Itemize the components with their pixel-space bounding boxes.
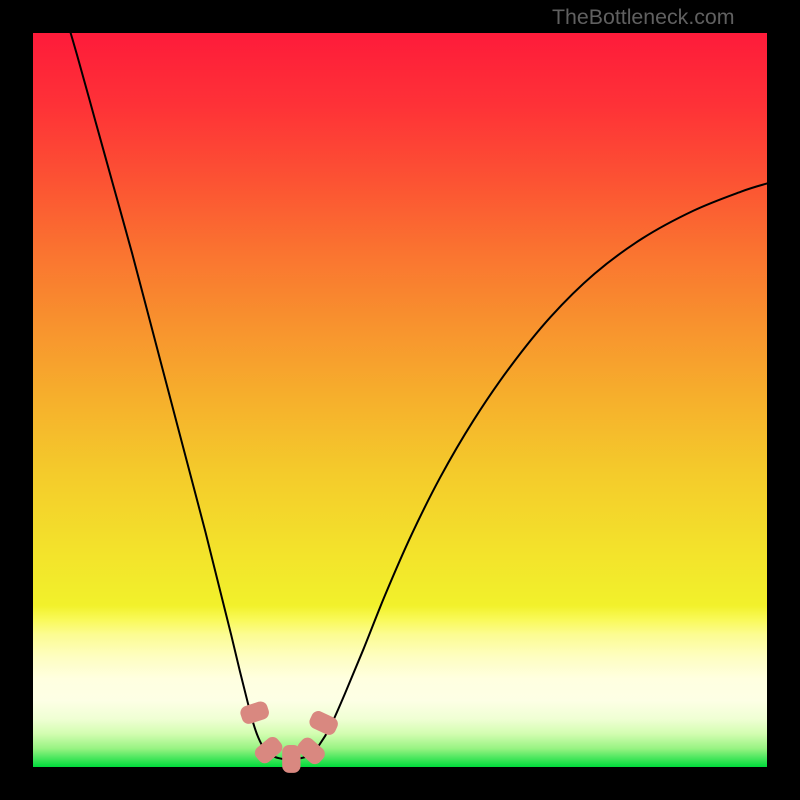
- chart-svg: [33, 33, 767, 767]
- chart-frame: TheBottleneck.com: [0, 0, 800, 800]
- plot-area: [33, 33, 767, 767]
- bottleneck-curve: [61, 0, 767, 760]
- curve-marker: [307, 709, 340, 737]
- curve-marker: [239, 700, 271, 726]
- watermark-text: TheBottleneck.com: [552, 5, 735, 30]
- curve-marker: [252, 734, 285, 766]
